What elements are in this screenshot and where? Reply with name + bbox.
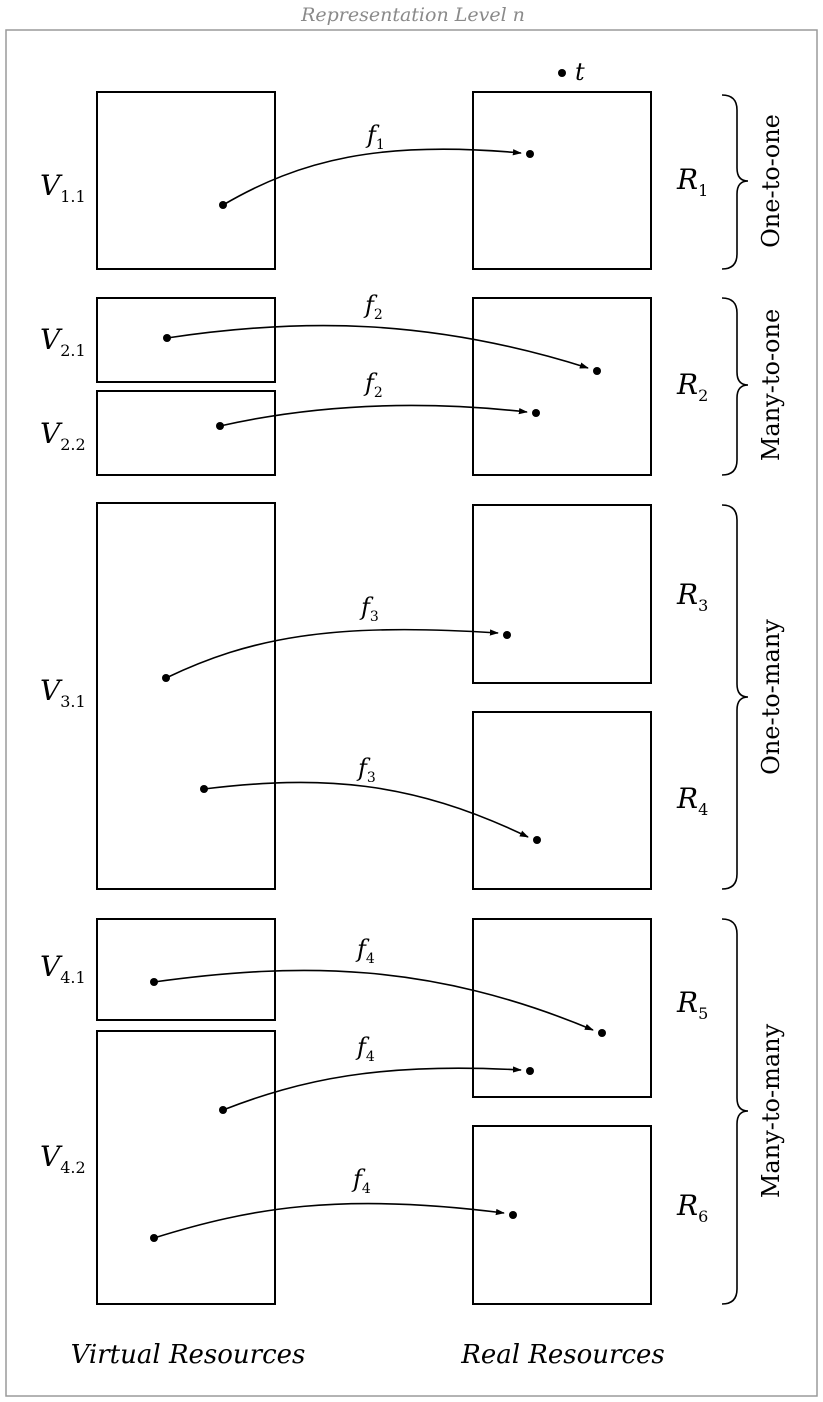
real-box-r3 [472,504,652,684]
virtual-box-v42 [96,1030,276,1305]
virtual-box-v22 [96,390,276,476]
arrow-f2-b [219,404,528,427]
virtual-box-v31 [96,502,276,890]
point-v21 [163,334,171,342]
arrow-label-f3-b: f3 [356,754,376,786]
arrow-f3-b [203,781,529,838]
point-r2-a [593,367,601,375]
point-r2-b [532,409,540,417]
label-r6: R6 [676,1189,708,1226]
label-v42: V4.2 [40,1140,86,1177]
label-r3: R3 [676,578,708,615]
group-label-many-to-many: Many-to-many [757,1023,785,1198]
point-r5-b [526,1067,534,1075]
point-r6 [509,1211,517,1219]
arrow-label-f3-a: f3 [359,593,379,625]
label-r4: R4 [676,782,708,819]
arrow-f4-c [153,1202,505,1239]
point-v42-a [219,1106,227,1114]
virtual-box-v21 [96,297,276,383]
real-box-r6 [472,1125,652,1305]
brace-many-to-one [721,297,749,476]
brace-many-to-many [721,918,749,1305]
point-v22 [216,422,224,430]
group-label-many-to-one: Many-to-one [757,309,785,461]
virtual-box-v11 [96,91,276,270]
label-v21: V2.1 [40,323,86,360]
real-box-r2 [472,297,652,476]
point-v41 [150,978,158,986]
label-v41: V4.1 [40,950,86,987]
arrow-f3-a [165,628,499,679]
point-r3 [503,631,511,639]
arrow-label-f2-a: f2 [363,291,383,323]
diagram-title: Representation Level n [300,4,525,26]
group-label-one-to-one: One-to-one [757,114,785,248]
arrow-label-f4-a: f4 [355,935,375,967]
real-box-r5 [472,918,652,1098]
label-v31: V3.1 [40,674,86,711]
real-box-r1 [472,91,652,270]
point-r1 [526,150,534,158]
brace-one-to-many [721,504,749,890]
arrow-f4-a [153,969,594,1031]
label-r5: R5 [676,986,708,1023]
outer-frame [5,29,818,1397]
arrow-label-f4-b: f4 [355,1033,375,1065]
virtual-box-v41 [96,918,276,1021]
arrow-label-f4-c: f4 [351,1165,371,1197]
brace-one-to-one [721,94,749,270]
arrow-f2-a [166,324,589,369]
point-v31-a [162,674,170,682]
footer-virtual-resources: Virtual Resources [71,1340,306,1370]
label-r2: R2 [676,368,708,405]
point-v31-b [200,785,208,793]
arrow-f1 [222,148,522,206]
group-label-one-to-many: One-to-many [757,619,785,775]
label-v22: V2.2 [40,417,86,454]
arrow-f4-b [222,1066,522,1111]
point-r5-a [598,1029,606,1037]
real-box-r4 [472,711,652,890]
point-t-dot [558,69,566,77]
point-r4 [533,836,541,844]
point-t-label: t [575,58,585,86]
footer-real-resources: Real Resources [460,1340,664,1370]
arrow-label-f1: f1 [365,121,385,153]
point-v42-b [150,1234,158,1242]
label-r1: R1 [676,163,708,200]
arrow-label-f2-b: f2 [363,369,383,401]
point-v11 [219,201,227,209]
label-v11: V1.1 [40,169,86,206]
